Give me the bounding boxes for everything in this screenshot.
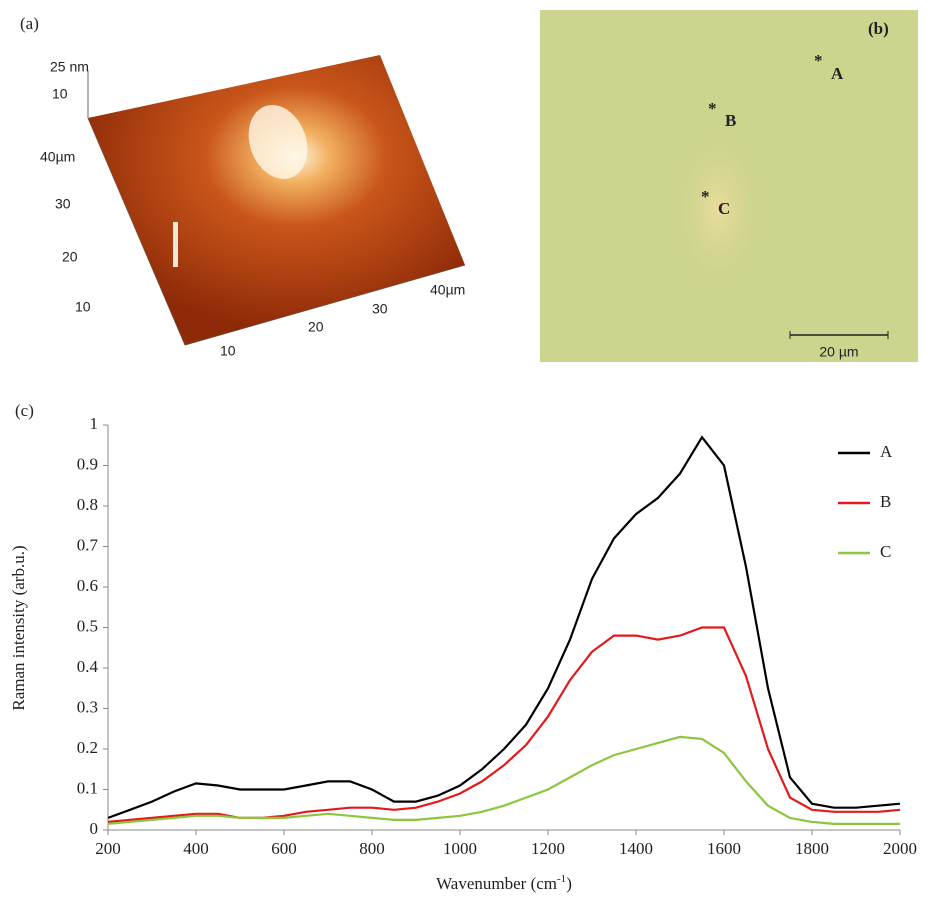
x-tick-label: 1800	[795, 839, 829, 858]
y-tick-label: 0.9	[77, 454, 98, 473]
optical-spot	[673, 130, 763, 290]
legend-label: A	[880, 442, 893, 461]
y-tick-label: 30	[55, 196, 71, 212]
point-label: B	[725, 111, 736, 130]
x-tick-label: 1000	[443, 839, 477, 858]
line-series	[107, 626, 901, 823]
x-axis-label-end: )	[566, 874, 572, 893]
point-label: A	[831, 64, 844, 83]
y-tick-label: 0.2	[77, 738, 98, 757]
y-tick-label: 0	[90, 819, 99, 838]
x-axis-label: Wavenumber (cm-1)	[436, 873, 572, 893]
afm-spike	[173, 222, 178, 267]
z-tick-label: 25 nm	[50, 59, 89, 75]
x-tick-label: 800	[359, 839, 385, 858]
x-tick-label: 200	[95, 839, 121, 858]
x-axis-label-sup: -1	[557, 873, 566, 885]
y-tick-label: 0.6	[77, 576, 98, 595]
line-series	[107, 735, 900, 825]
point-marker: *	[708, 99, 717, 118]
line-series	[107, 435, 901, 819]
x-tick-label: 40µm	[430, 282, 465, 298]
panel-c: (c) Wavenumber (cm-1) Raman intensity (a…	[9, 401, 917, 893]
x-tick-label: 2000	[883, 839, 917, 858]
z-tick-label: 10	[52, 86, 68, 102]
x-tick-label: 20	[308, 319, 324, 335]
x-tick-label: 600	[271, 839, 297, 858]
panel-label: (a)	[20, 14, 39, 33]
scale-bar-label: 20 µm	[819, 344, 858, 360]
y-tick-label: 10	[75, 299, 91, 315]
x-axis-label-text: Wavenumber (cm	[436, 874, 557, 893]
point-label: C	[718, 199, 730, 218]
panel-b: (b) * A * B * C 20 µm	[540, 10, 918, 362]
x-tick-label: 1400	[619, 839, 653, 858]
y-tick-label: 0.4	[77, 657, 99, 676]
afm-surface	[88, 55, 465, 345]
panel-label: (c)	[15, 401, 34, 420]
x-tick-label: 1600	[707, 839, 741, 858]
y-tick-label: 1	[90, 414, 99, 433]
afm-peak	[248, 105, 308, 179]
y-tick-label: 0.3	[77, 697, 98, 716]
x-tick-label: 30	[372, 301, 388, 317]
y-tick-label: 0.5	[77, 616, 98, 635]
x-tick-label: 400	[183, 839, 209, 858]
point-marker: *	[814, 51, 823, 70]
y-tick-label: 0.8	[77, 495, 98, 514]
x-tick-label: 1200	[531, 839, 565, 858]
y-tick-label: 40µm	[40, 149, 75, 165]
y-tick-label: 0.7	[77, 535, 99, 554]
y-axis-label: Raman intensity (arb.u.)	[9, 545, 28, 710]
y-tick-label: 0.1	[77, 778, 98, 797]
y-tick-label: 20	[62, 249, 78, 265]
legend-label: C	[880, 542, 891, 561]
legend-label: B	[880, 492, 891, 511]
x-tick-label: 10	[220, 343, 236, 359]
point-marker: *	[701, 187, 710, 206]
panel-label: (b)	[868, 19, 889, 38]
panel-a: (a) 25 nm 10 40µm 30 20 10 10 20 30 40µm	[20, 14, 465, 359]
